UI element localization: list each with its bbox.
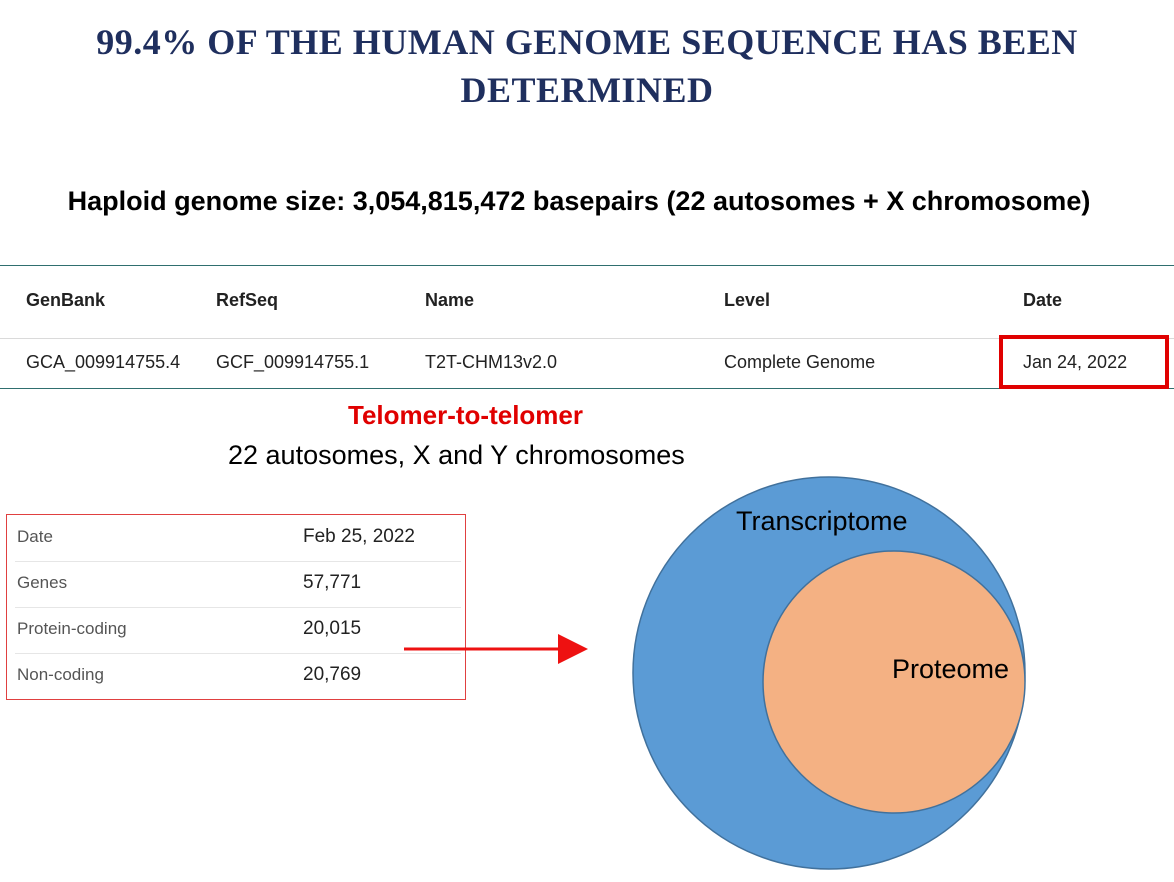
stats-label: Non-coding: [17, 665, 104, 684]
header-genbank: GenBank: [26, 290, 106, 310]
stats-value: 20,769: [303, 664, 362, 685]
cell-date: Jan 24, 2022: [1023, 352, 1128, 372]
stats-value: Feb 25, 2022: [303, 526, 415, 547]
header-level: Level: [724, 290, 771, 310]
table-divider: [0, 338, 1174, 339]
cell-refseq: GCF_009914755.1: [216, 352, 370, 372]
t2t-description: 22 autosomes, X and Y chromosomes: [228, 440, 685, 470]
slide-title: 99.4% OF THE HUMAN GENOME SEQUENCE HAS B…: [0, 18, 1174, 114]
stats-row-protein-coding: Protein-coding 20,015: [15, 607, 461, 654]
header-refseq: RefSeq: [216, 290, 279, 310]
stats-value: 57,771: [303, 572, 362, 593]
header-name: Name: [425, 290, 475, 310]
stats-label: Genes: [17, 573, 68, 592]
stats-label: Date: [17, 527, 53, 546]
proteome-label: Proteome: [892, 654, 1010, 684]
stats-row-non-coding: Non-coding 20,769: [15, 653, 461, 699]
date-highlight-box: [999, 335, 1169, 389]
cell-genbank: GCA_009914755.4: [26, 352, 181, 372]
stats-row-genes: Genes 57,771: [15, 561, 461, 608]
t2t-heading: Telomer-to-telomer: [348, 400, 583, 430]
stats-label: Protein-coding: [17, 619, 127, 638]
gene-stats-table: Date Feb 25, 2022 Genes 57,771 Protein-c…: [6, 514, 466, 700]
stats-row-date: Date Feb 25, 2022: [15, 515, 461, 562]
header-date: Date: [1023, 290, 1063, 310]
assembly-table: GenBank RefSeq Name Level Date GCA_00991…: [0, 265, 1174, 389]
stats-value: 20,015: [303, 618, 362, 639]
transcriptome-label: Transcriptome: [736, 506, 908, 536]
genome-size-subtitle: Haploid genome size: 3,054,815,472 basep…: [67, 186, 1091, 216]
slide-title-line2: DETERMINED: [460, 70, 714, 110]
cell-level: Complete Genome: [724, 352, 876, 372]
slide-title-line1: 99.4% OF THE HUMAN GENOME SEQUENCE HAS B…: [96, 22, 1078, 62]
cell-name: T2T-CHM13v2.0: [425, 352, 558, 372]
